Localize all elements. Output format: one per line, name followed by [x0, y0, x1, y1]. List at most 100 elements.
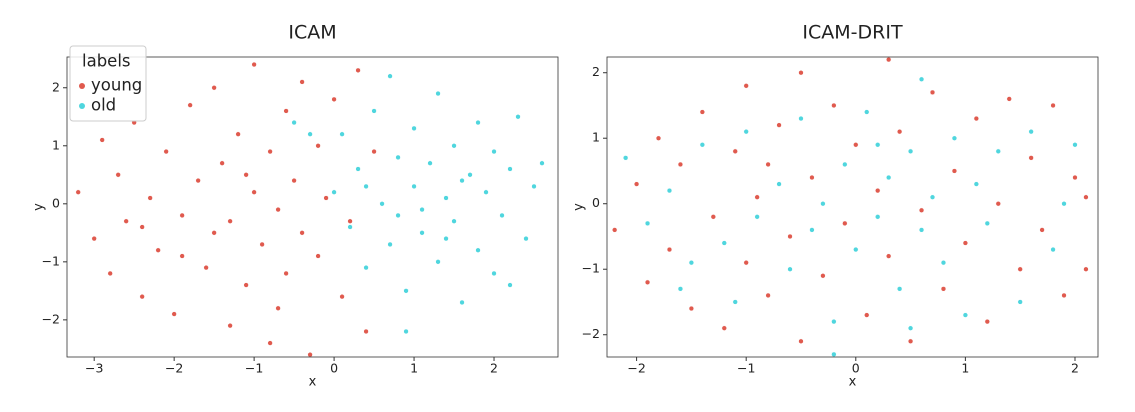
point: [283, 108, 289, 114]
point: [267, 148, 273, 155]
point: [363, 183, 369, 190]
y-axis-label: y: [32, 203, 47, 211]
point: [1083, 266, 1089, 272]
point: [227, 323, 233, 329]
legend-label: young: [91, 76, 142, 95]
point: [507, 282, 513, 288]
point: [666, 246, 673, 253]
point: [875, 187, 881, 194]
point: [622, 155, 629, 161]
point: [467, 172, 473, 178]
point: [699, 109, 706, 115]
point: [612, 227, 618, 233]
point: [147, 195, 153, 201]
point: [831, 318, 837, 325]
point: [411, 125, 417, 132]
point: [347, 224, 353, 230]
point: [259, 241, 265, 248]
point: [179, 212, 185, 219]
point: [820, 201, 826, 207]
point: [1017, 266, 1023, 272]
point: [371, 148, 377, 155]
point: [864, 312, 870, 318]
point: [235, 131, 241, 137]
x-tick-label: 2: [490, 361, 498, 376]
point: [451, 143, 457, 149]
point: [355, 166, 361, 172]
point: [842, 161, 848, 168]
point: [1028, 129, 1034, 135]
point: [776, 181, 782, 187]
y-tick-label: −2: [42, 311, 60, 326]
point: [507, 166, 513, 172]
point: [539, 160, 545, 166]
point: [91, 235, 97, 242]
x-tick-label: −2: [165, 361, 183, 376]
point: [403, 288, 409, 294]
point: [688, 260, 695, 266]
x-tick-label: −3: [85, 361, 103, 376]
point: [754, 214, 760, 220]
y-tick-label: 0: [52, 195, 60, 210]
point: [427, 160, 433, 166]
point: [1061, 292, 1067, 299]
point: [765, 161, 771, 168]
point: [115, 172, 121, 178]
point: [1006, 96, 1012, 102]
point: [633, 181, 640, 187]
point: [155, 247, 161, 253]
point: [339, 131, 345, 137]
point: [907, 338, 914, 344]
point: [1039, 227, 1045, 233]
y-tick-label: 0: [592, 195, 600, 210]
point: [984, 220, 990, 227]
point: [267, 340, 273, 346]
x-tick-label: 1: [961, 361, 969, 376]
y-tick-label: −1: [42, 253, 60, 268]
point: [853, 246, 859, 253]
point: [655, 135, 662, 141]
point: [443, 235, 449, 242]
point: [299, 79, 305, 85]
point: [331, 96, 337, 103]
point: [99, 137, 105, 143]
point: [1072, 142, 1078, 148]
point: [918, 76, 925, 82]
point: [1050, 246, 1056, 253]
point: [275, 305, 281, 311]
point: [644, 279, 651, 285]
point: [940, 286, 947, 292]
x-tick-label: 0: [852, 361, 860, 376]
point: [688, 305, 695, 312]
point: [347, 218, 353, 224]
point: [387, 73, 393, 79]
point: [1028, 155, 1034, 161]
point: [195, 177, 201, 184]
legend-marker: [79, 103, 85, 109]
y-tick-label: −1: [582, 261, 600, 276]
point: [363, 264, 369, 271]
point: [315, 253, 321, 259]
point: [699, 142, 706, 148]
point: [721, 325, 727, 331]
point: [475, 119, 481, 126]
point: [754, 194, 760, 200]
point: [211, 85, 217, 91]
point: [743, 260, 749, 266]
point: [107, 270, 113, 277]
point: [798, 115, 804, 122]
point: [929, 194, 936, 200]
point: [765, 292, 771, 299]
point: [411, 183, 417, 190]
point: [243, 172, 249, 178]
point: [1083, 194, 1089, 200]
point: [251, 61, 257, 68]
point: [1050, 102, 1056, 109]
point: [483, 189, 489, 195]
point: [776, 122, 782, 128]
point: [419, 230, 425, 236]
x-tick-label: 1: [410, 361, 418, 376]
point: [275, 206, 281, 213]
